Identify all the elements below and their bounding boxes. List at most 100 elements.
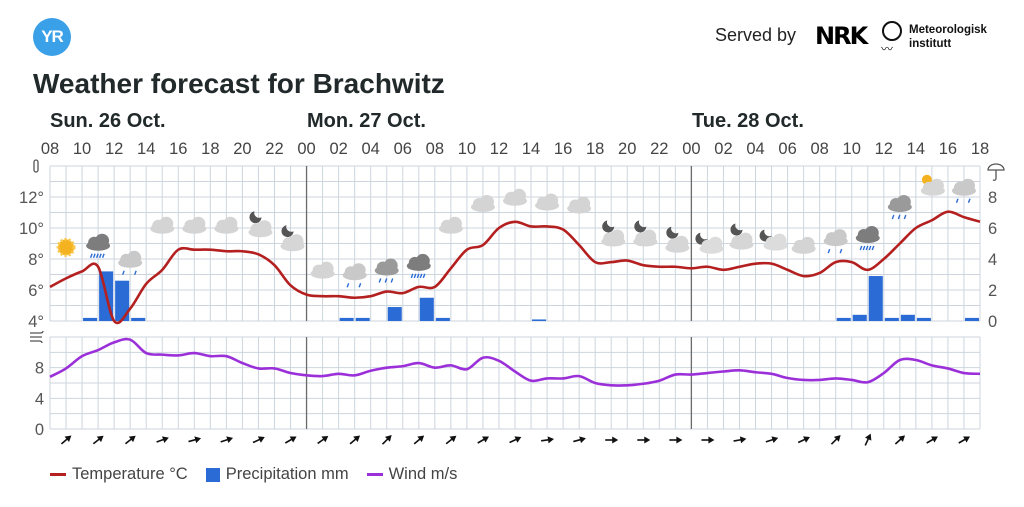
raindrop [422,273,426,279]
arrow-head [128,435,136,443]
precipitation-bar [419,297,434,321]
hour-tick-label: 20 [233,140,251,158]
hour-tick-label: 18 [971,140,989,158]
raindrop [134,270,137,276]
heavyrain-icon [406,253,431,279]
hour-tick-label: 04 [362,140,380,158]
raindrop [416,273,420,279]
raindrop [862,245,866,251]
arrow-head [96,435,104,443]
hour-tick-label: 16 [169,140,187,158]
wind-arrow-icon [669,436,683,444]
wind-arrow-icon [958,436,971,444]
cloud-part [512,188,526,203]
hour-tick-label: 00 [682,140,700,158]
nrk-logo[interactable]: NRK [815,22,868,50]
served-by-label: Served by [715,25,797,45]
raindrop [410,273,414,279]
moon-icon [730,223,743,236]
precipitation-bar [900,314,915,321]
cloud-part [447,216,462,231]
wind-arrow-icon [894,435,906,445]
hour-tick-label: 12 [875,140,893,158]
hour-tick-label: 10 [458,140,476,158]
precip-tick-label: 8 [988,189,997,207]
cloudy-icon [470,195,495,212]
legend-wind-label: Wind m/s [388,465,458,483]
wind-arrow-icon [926,436,938,444]
cloudy-icon [438,216,463,234]
arrow-head [865,433,872,441]
met-logo-line2: institutt [909,38,952,50]
legend-item-temperature: Temperature °C [50,465,188,484]
wind-arrow-icon [509,436,522,444]
raindrop [122,270,125,276]
arrow-head [612,436,619,444]
legend-precipitation-label: Precipitation mm [225,465,349,483]
wind-arrow-icon [573,436,586,444]
cloud-part [708,236,723,251]
precipitation-swatch [205,467,220,482]
wind-arrow-icon [317,435,329,445]
cloud-part [415,253,430,268]
hour-tick-label: 00 [297,140,315,158]
lightrain-icon [118,250,143,276]
cloud-part [610,229,625,244]
wind-arrow-icon [637,436,651,444]
cloud-part [383,258,398,273]
lightrain-icon [823,229,848,254]
cloud-part [576,196,591,211]
precip-tick-label: 6 [988,220,997,238]
clearsky_day-icon [56,237,76,257]
wind-arrow-icon [864,433,872,446]
partlycloudy_night-icon [601,220,626,247]
arrow-head [514,436,522,443]
precip-tick-label: 4 [988,251,997,269]
arrow-head [676,436,683,444]
precipitation-bar [355,317,370,321]
umbrella-icon [987,163,1005,181]
wind-arrow-icon [284,436,297,444]
cloudy-icon [150,216,175,234]
wind-arrow-icon [92,435,104,445]
lightrain-icon [342,263,367,288]
hour-tick-label: 12 [490,140,508,158]
wind-arrow-icon [220,436,234,444]
wind-arrow-icon [124,435,136,445]
arrow-head [833,435,841,442]
wind-arrow-icon [765,436,779,444]
wind-arrow-icon [349,435,361,445]
temp-tick-label: 8° [28,251,44,269]
rain-icon [887,195,912,220]
legend-temperature-label: Temperature °C [72,465,188,483]
arrow-head [931,436,938,443]
precipitation-bar [131,317,146,321]
met-logo-line1: Meteorologisk [909,24,987,36]
wind-arrow-icon [701,436,715,444]
yr-logo[interactable]: YR [33,18,71,56]
raindrop [865,245,869,251]
raindrop [346,282,350,288]
wind-icon [30,330,44,344]
hour-tick-label: 18 [586,140,604,158]
cloud-part [351,263,366,278]
precipitation-bar [884,317,899,321]
hour-tick-label: 12 [105,140,123,158]
cloud-part [960,178,975,193]
precipitation-bar [339,317,354,321]
precip-tick-label: 2 [988,282,997,300]
arrow-head [963,436,971,443]
partlycloudy_night-icon [729,223,754,250]
cloudy-icon [791,236,816,254]
arrow-head [64,435,72,443]
partlycloudy_night-icon [248,211,273,238]
met-logo[interactable]: Meteorologisk institutt [909,23,987,51]
hour-tick-label: 08 [426,140,444,158]
wind-arrow-icon [413,435,425,445]
cloud-part [127,250,142,265]
cloud-part [95,233,110,248]
precipitation-bar [83,317,98,321]
heavyrain-icon [86,233,111,258]
temp-tick-label: 4° [28,313,44,331]
moon-icon [634,220,647,233]
